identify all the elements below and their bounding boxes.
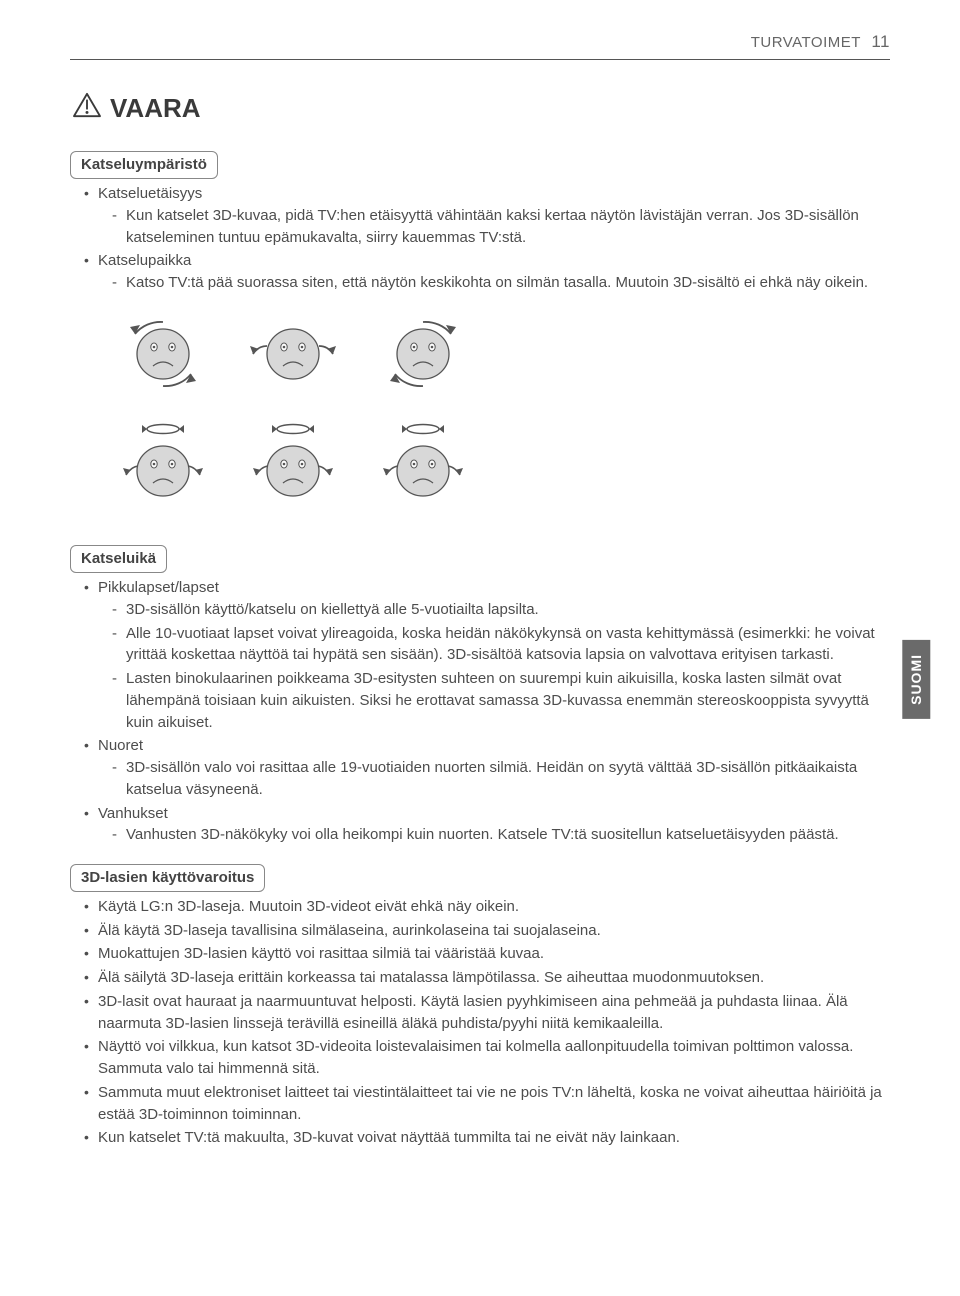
face-rotate-icon xyxy=(120,312,206,395)
list-item: Älä käytä 3D-laseja tavallisina silmälas… xyxy=(84,920,890,942)
list-item: Kun katselet TV:tä makuulta, 3D-kuvat vo… xyxy=(84,1127,890,1149)
list-item: Pikkulapset/lapset 3D-sisällön käyttö/ka… xyxy=(84,577,890,733)
sec3-list: Käytä LG:n 3D-laseja. Muutoin 3D-videot … xyxy=(70,896,890,1149)
list-item: Kun katselet 3D-kuvaa, pidä TV:hen etäis… xyxy=(112,205,890,249)
list-item: Katso TV:tä pää suorassa siten, että näy… xyxy=(112,272,890,294)
list-item: Alle 10-vuotiaat lapset voivat ylireagoi… xyxy=(112,623,890,667)
face-tilt-icon xyxy=(380,419,466,516)
list-item: Katselupaikka Katso TV:tä pää suorassa s… xyxy=(84,250,890,294)
list-item: 3D-lasit ovat hauraat ja naarmuuntuvat h… xyxy=(84,991,890,1035)
list-item: Sammuta muut elektroniset laitteet tai v… xyxy=(84,1082,890,1126)
list-item: Vanhukset Vanhusten 3D-näkökyky voi olla… xyxy=(84,803,890,847)
list-item: Älä säilytä 3D-laseja erittäin korkeassa… xyxy=(84,967,890,989)
list-item: Näyttö voi vilkkua, kun katsot 3D-videoi… xyxy=(84,1036,890,1080)
list-item: Lasten binokulaarinen poikkeama 3D-esity… xyxy=(112,668,890,733)
page-number: 11 xyxy=(871,32,890,51)
list-item: 3D-sisällön valo voi rasittaa alle 19-vu… xyxy=(112,757,890,801)
list-item: 3D-sisällön käyttö/katselu on kiellettyä… xyxy=(112,599,890,621)
warning-label: VAARA xyxy=(110,90,201,128)
section-title-3d-lasien: 3D-lasien käyttövaroitus xyxy=(70,864,265,892)
face-rotate-icon xyxy=(380,312,466,395)
list-item: Käytä LG:n 3D-laseja. Muutoin 3D-videot … xyxy=(84,896,890,918)
bullet-label: Nuoret xyxy=(98,737,143,754)
warning-heading: VAARA xyxy=(72,90,890,128)
faces-row-vertical xyxy=(120,419,890,516)
face-diagrams xyxy=(120,312,890,516)
sec1-list: Katseluetäisyys Kun katselet 3D-kuvaa, p… xyxy=(70,183,890,294)
sec2-list: Pikkulapset/lapset 3D-sisällön käyttö/ka… xyxy=(70,577,890,846)
warning-triangle-icon xyxy=(72,92,102,125)
header-rule xyxy=(70,59,890,60)
section-title-katseluymparisto: Katseluympäristö xyxy=(70,151,218,179)
face-rotate-icon xyxy=(250,312,336,395)
bullet-label: Pikkulapset/lapset xyxy=(98,579,219,596)
face-tilt-icon xyxy=(120,419,206,516)
bullet-label: Katselupaikka xyxy=(98,252,191,269)
header-section: TURVATOIMET xyxy=(751,34,861,51)
page-header: TURVATOIMET 11 xyxy=(70,30,890,55)
language-tab: SUOMI xyxy=(902,640,930,719)
bullet-label: Vanhukset xyxy=(98,805,168,822)
list-item: Vanhusten 3D-näkökyky voi olla heikompi … xyxy=(112,824,890,846)
faces-row-horizontal xyxy=(120,312,890,395)
face-tilt-icon xyxy=(250,419,336,516)
bullet-label: Katseluetäisyys xyxy=(98,185,202,202)
list-item: Katseluetäisyys Kun katselet 3D-kuvaa, p… xyxy=(84,183,890,248)
list-item: Nuoret 3D-sisällön valo voi rasittaa all… xyxy=(84,735,890,800)
list-item: Muokattujen 3D-lasien käyttö voi rasitta… xyxy=(84,943,890,965)
section-title-katseluika: Katseluikä xyxy=(70,545,167,573)
